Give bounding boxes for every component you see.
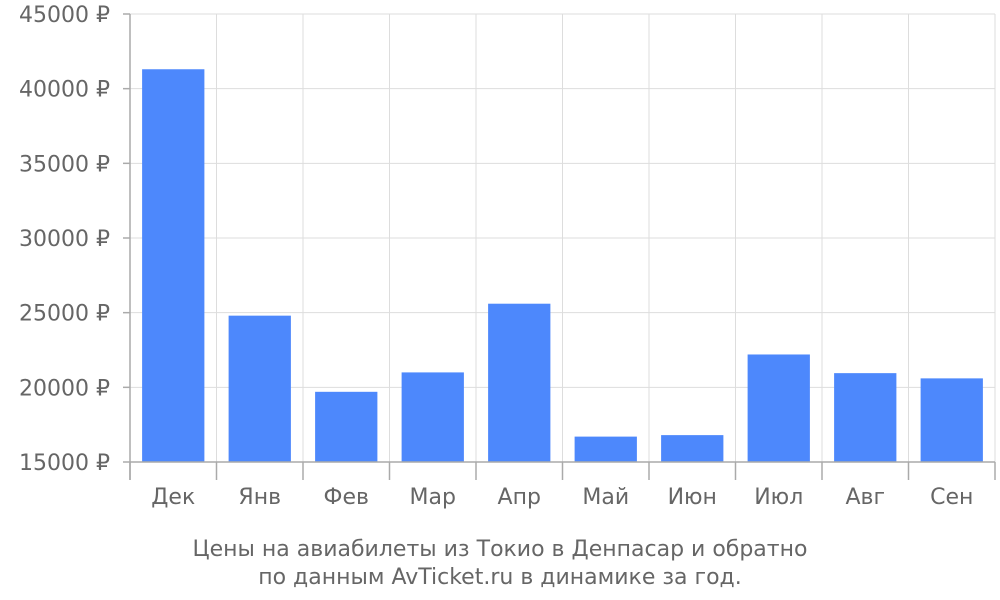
x-tick-label: Фев — [324, 485, 369, 510]
y-tick-label: 25000 ₽ — [19, 302, 110, 327]
x-tick-label: Июн — [668, 485, 717, 510]
y-tick-label: 15000 ₽ — [19, 451, 110, 476]
y-tick-label: 35000 ₽ — [19, 152, 110, 177]
x-tick-label: Мар — [410, 485, 456, 510]
bar — [401, 372, 464, 462]
bar — [747, 354, 810, 462]
x-tick-label: Дек — [151, 485, 195, 510]
bar — [574, 436, 637, 462]
x-tick-label: Апр — [498, 485, 541, 510]
labels-layer: 15000 ₽ 20000 ₽ 25000 ₽ 30000 ₽ 35000 ₽ 40000… — [19, 3, 973, 510]
y-tick-label: 20000 ₽ — [19, 376, 110, 401]
bar — [834, 373, 897, 462]
caption-line-1: Цены на авиабилеты из Токио в Денпасар и… — [193, 537, 808, 562]
x-tick-label: Май — [582, 485, 629, 510]
bars-layer — [142, 69, 983, 463]
x-tick-label: Авг — [845, 485, 885, 510]
bar — [142, 69, 205, 463]
axis-layer — [123, 13, 996, 480]
bar — [920, 378, 983, 462]
bar — [315, 391, 378, 462]
y-tick-label: 45000 ₽ — [19, 3, 110, 28]
bar — [228, 315, 291, 462]
x-tick-label: Июл — [754, 485, 803, 510]
y-tick-label: 40000 ₽ — [19, 78, 110, 103]
bar — [661, 435, 724, 462]
bar — [488, 303, 551, 462]
x-tick-label: Сен — [930, 485, 973, 510]
caption-line-2: по данным AvTicket.ru в динамике за год. — [258, 565, 742, 590]
y-tick-label: 30000 ₽ — [19, 227, 110, 252]
x-tick-label: Янв — [238, 485, 281, 510]
grid-layer — [130, 13, 996, 463]
